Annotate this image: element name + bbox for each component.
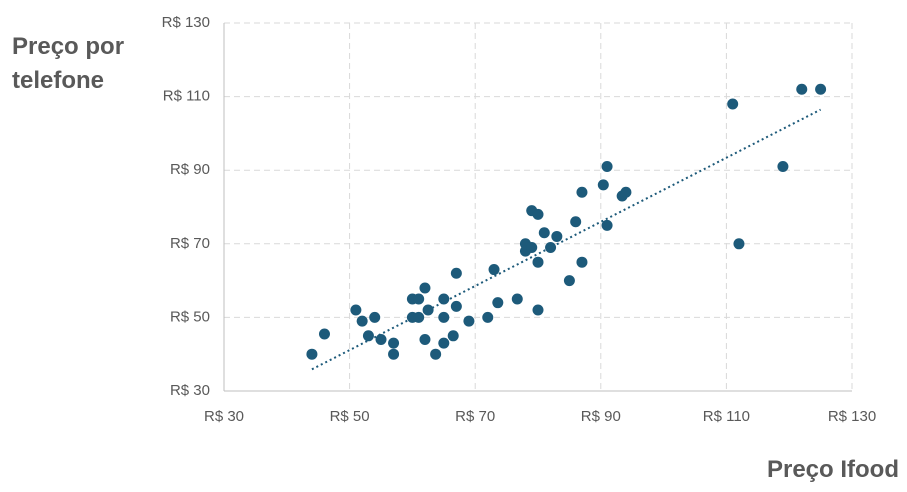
x-tick-label: R$ 30 bbox=[204, 408, 244, 425]
point bbox=[570, 216, 582, 228]
point bbox=[450, 267, 462, 279]
point bbox=[601, 219, 613, 231]
point bbox=[375, 333, 387, 345]
point bbox=[422, 304, 434, 316]
point bbox=[526, 241, 538, 253]
point bbox=[597, 179, 609, 191]
trendline bbox=[311, 108, 822, 371]
point bbox=[532, 256, 544, 268]
point bbox=[369, 311, 381, 323]
y-tick-label: R$ 90 bbox=[170, 161, 210, 178]
point bbox=[538, 227, 550, 239]
y-tick-label: R$ 110 bbox=[163, 88, 210, 105]
point bbox=[350, 304, 362, 316]
point bbox=[488, 264, 500, 276]
point bbox=[413, 311, 425, 323]
point bbox=[419, 282, 431, 294]
x-tick-label: R$ 90 bbox=[581, 408, 621, 425]
point bbox=[438, 293, 450, 305]
point bbox=[388, 348, 400, 360]
point bbox=[447, 330, 459, 342]
point bbox=[576, 256, 588, 268]
point bbox=[532, 208, 544, 220]
point bbox=[620, 186, 632, 198]
point bbox=[438, 311, 450, 323]
x-tick-label: R$ 110 bbox=[703, 408, 750, 425]
x-tick-label: R$ 70 bbox=[455, 408, 495, 425]
point bbox=[532, 304, 544, 316]
point bbox=[796, 83, 808, 95]
point bbox=[482, 311, 494, 323]
point bbox=[419, 333, 431, 345]
point bbox=[356, 315, 368, 327]
y-tick-label: R$ 130 bbox=[162, 14, 210, 31]
point bbox=[545, 241, 557, 253]
point bbox=[727, 98, 739, 110]
point bbox=[563, 275, 575, 287]
x-tick-label: R$ 130 bbox=[828, 408, 876, 425]
point bbox=[306, 348, 318, 360]
point bbox=[388, 337, 400, 349]
y-tick-label: R$ 30 bbox=[170, 382, 210, 399]
y-tick-label: R$ 50 bbox=[170, 308, 210, 325]
x-tick-label: R$ 50 bbox=[330, 408, 370, 425]
point bbox=[551, 230, 563, 242]
y-axis-label: Preço por telefone bbox=[12, 33, 125, 94]
point bbox=[815, 83, 827, 95]
point bbox=[492, 297, 504, 309]
point bbox=[318, 328, 330, 340]
point bbox=[733, 238, 745, 250]
x-axis-label: Preço Ifood bbox=[766, 456, 899, 483]
point bbox=[463, 315, 475, 327]
point bbox=[413, 293, 425, 305]
point bbox=[777, 161, 789, 173]
point bbox=[438, 337, 450, 349]
point bbox=[576, 186, 588, 198]
point bbox=[430, 348, 442, 360]
y-tick-label: R$ 70 bbox=[170, 235, 210, 252]
point bbox=[601, 161, 613, 173]
point bbox=[362, 330, 374, 342]
point bbox=[511, 293, 523, 305]
point bbox=[450, 300, 462, 312]
